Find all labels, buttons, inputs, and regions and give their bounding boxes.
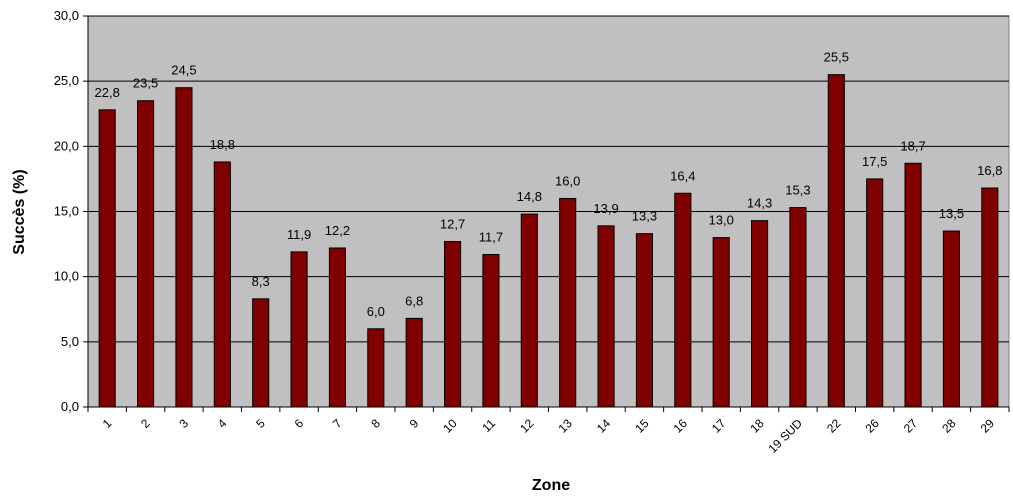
x-tick-label: 10	[440, 416, 460, 436]
data-label: 13,9	[593, 201, 618, 216]
data-label: 18,8	[210, 137, 235, 152]
bar	[597, 225, 615, 408]
bar	[712, 237, 730, 408]
bar	[751, 220, 769, 408]
axes	[83, 15, 1010, 412]
data-label: 15,3	[785, 183, 810, 198]
x-tick-label: 19 SUD	[765, 416, 805, 456]
x-tick-label: 3	[176, 416, 191, 431]
data-label: 16,8	[977, 163, 1002, 178]
data-label: 6,8	[405, 293, 423, 308]
y-axis-title: Succès (%)	[11, 169, 28, 254]
data-label: 13,5	[939, 206, 964, 221]
bar	[981, 187, 999, 408]
bar	[137, 100, 155, 408]
bar	[405, 317, 423, 408]
x-tick-label: 9	[407, 416, 422, 431]
data-label: 11,9	[287, 227, 311, 242]
x-tick-label: 13	[555, 416, 575, 436]
x-tick-label: 8	[368, 416, 383, 431]
y-tick-label: 10,0	[54, 269, 79, 284]
x-tick-label: 6	[292, 416, 307, 431]
data-label: 16,4	[670, 168, 695, 183]
data-labels: 22,8 23,5 24,5 18,8 8,3 11,9 12,2 6,0 6,8 12,7 11,…	[95, 50, 1003, 319]
bar	[635, 233, 653, 408]
bar	[559, 197, 577, 408]
data-label: 8,3	[252, 274, 270, 289]
bar	[98, 109, 116, 408]
x-tick-label: 15	[632, 416, 652, 436]
data-label: 18,7	[900, 138, 925, 153]
data-label: 25,5	[824, 50, 849, 65]
data-label: 13,0	[709, 213, 734, 228]
data-label: 14,3	[747, 196, 772, 211]
bar	[789, 207, 807, 408]
bar	[213, 161, 231, 408]
data-label: 16,0	[555, 173, 580, 188]
bar	[175, 87, 193, 408]
bar	[328, 247, 346, 408]
data-label: 23,5	[133, 76, 158, 91]
x-tick-label: 22	[824, 416, 844, 436]
x-tick-label: 16	[671, 416, 691, 436]
bar	[482, 254, 500, 408]
y-tick-label: 0,0	[61, 399, 79, 414]
y-tick-label: 15,0	[54, 204, 79, 219]
data-label: 13,3	[632, 209, 657, 224]
y-tick-label: 30,0	[54, 8, 79, 23]
y-tick-label: 25,0	[54, 73, 79, 88]
data-label: 17,5	[862, 154, 887, 169]
data-label: 6,0	[367, 304, 385, 319]
bar	[674, 192, 692, 408]
bar	[827, 74, 845, 408]
x-tick-label: 2	[138, 416, 153, 431]
x-tick-label: 7	[330, 416, 345, 431]
data-label: 14,8	[517, 189, 542, 204]
x-tick-label: 11	[479, 416, 498, 435]
x-tick-label: 4	[215, 416, 230, 431]
bar	[444, 240, 462, 408]
data-label: 11,7	[479, 230, 503, 245]
bar	[520, 213, 538, 408]
bar	[252, 298, 270, 408]
x-tick-label: 26	[862, 416, 882, 436]
data-label: 12,7	[440, 216, 465, 231]
x-tick-label: 14	[594, 416, 614, 436]
y-tick-label: 5,0	[61, 334, 79, 349]
x-axis-title: Zone	[532, 477, 570, 494]
bar	[942, 230, 960, 408]
x-tick-label: 17	[709, 416, 729, 436]
y-tick-labels: 0,0 5,0 10,0 15,0 20,0 25,0 30,0	[54, 8, 79, 414]
bar	[904, 162, 922, 408]
y-tick-label: 20,0	[54, 138, 79, 153]
data-label: 12,2	[325, 223, 350, 238]
x-tick-label: 12	[517, 416, 537, 436]
data-label: 22,8	[95, 85, 120, 100]
bar	[367, 328, 385, 408]
bars	[98, 74, 999, 408]
x-tick-label: 1	[100, 416, 115, 431]
x-tick-label: 29	[978, 416, 998, 436]
x-tick-label: 28	[939, 416, 959, 436]
x-tick-label: 5	[253, 416, 268, 431]
bar	[866, 178, 884, 408]
data-label: 24,5	[171, 63, 196, 78]
x-tick-label: 18	[747, 416, 767, 436]
gridlines	[88, 15, 1009, 343]
bar	[290, 251, 308, 408]
x-tick-label: 27	[901, 416, 921, 436]
